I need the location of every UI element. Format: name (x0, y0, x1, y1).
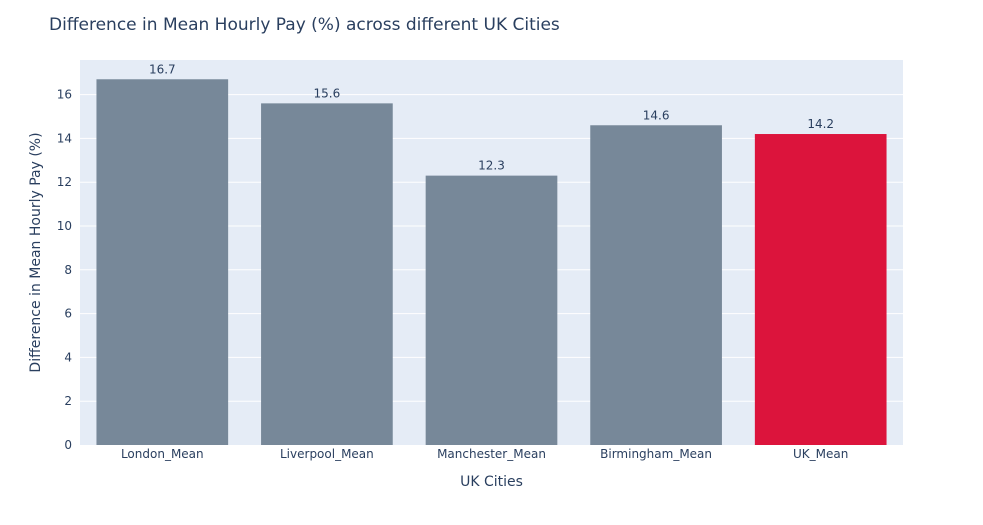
y-axis-title: Difference in Mean Hourly Pay (%) (28, 132, 44, 372)
bar-manchester-mean (425, 175, 558, 445)
x-tick-label: Birmingham_Mean (600, 447, 712, 461)
data-label: 15.6 (314, 86, 341, 100)
bar-london-mean (96, 79, 229, 445)
x-axis-title: UK Cities (460, 474, 523, 490)
bar-uk-mean (754, 134, 887, 446)
y-tick-label: 10 (57, 219, 72, 233)
x-tick-label: Manchester_Mean (437, 447, 546, 461)
x-tick-label: Liverpool_Mean (280, 447, 374, 461)
data-labels: 16.7 15.6 12.3 14.6 14.2 (149, 62, 834, 172)
data-label: 16.7 (149, 62, 176, 76)
y-tick-label: 8 (64, 263, 72, 277)
y-tick-label: 12 (57, 175, 72, 189)
data-label: 14.6 (643, 108, 670, 122)
bar-birmingham-mean (590, 125, 722, 445)
x-axis-ticks: London_Mean Liverpool_Mean Manchester_Mean… (121, 447, 848, 461)
x-tick-label: UK_Mean (793, 447, 848, 461)
y-axis-ticks: 0 2 4 6 8 10 12 14 16 (57, 88, 72, 452)
y-tick-label: 16 (57, 88, 72, 102)
data-label: 14.2 (807, 117, 834, 131)
bar-liverpool-mean (261, 103, 393, 445)
bars (96, 79, 887, 446)
chart-title: Difference in Mean Hourly Pay (%) across… (49, 15, 560, 35)
y-tick-label: 14 (57, 131, 72, 145)
y-tick-label: 4 (64, 350, 72, 364)
y-tick-label: 6 (64, 307, 72, 321)
y-tick-label: 2 (64, 394, 72, 408)
data-label: 12.3 (478, 159, 505, 173)
y-tick-label: 0 (64, 438, 72, 452)
x-tick-label: London_Mean (121, 447, 204, 461)
